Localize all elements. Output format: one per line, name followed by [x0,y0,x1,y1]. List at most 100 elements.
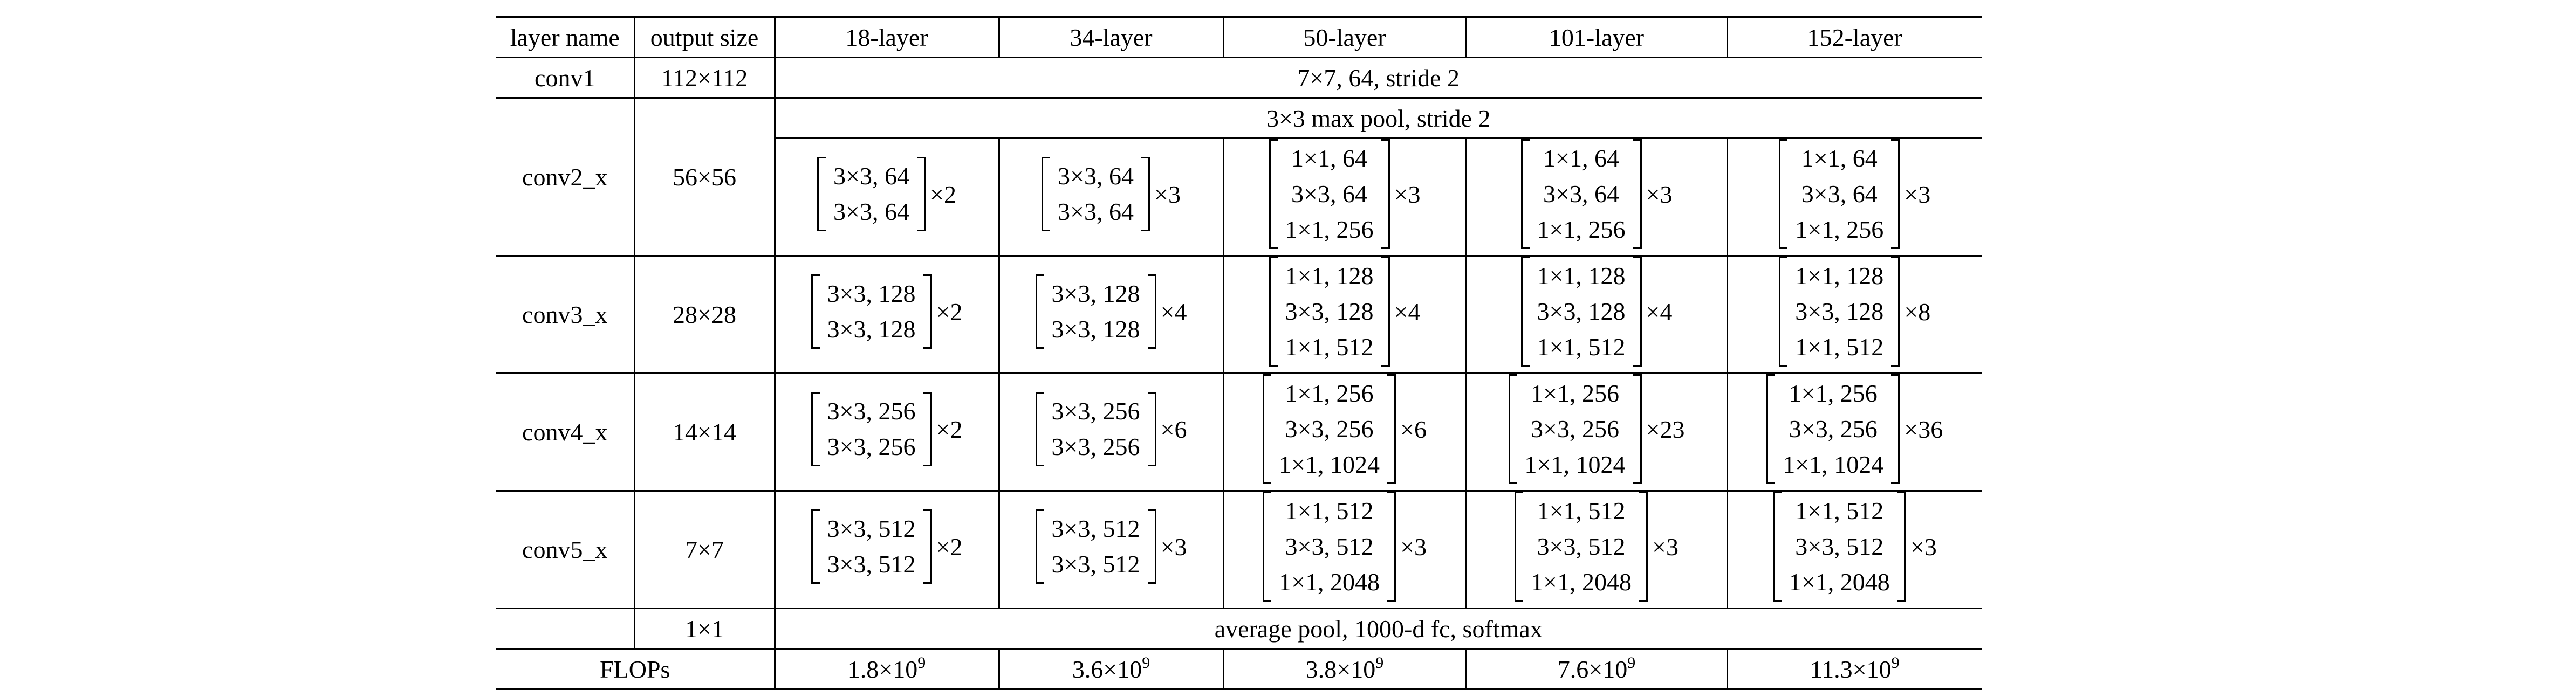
flops-row: FLOPs 1.8×109 3.6×109 3.8×109 7.6×109 11… [496,648,1982,690]
block-multiplier: ×3 [1394,180,1421,208]
block-line: 3×3, 128 [827,280,916,307]
block-multiplier: ×4 [1160,298,1187,326]
layer-name: conv5_x [496,491,635,609]
block-multiplier: ×3 [1904,180,1931,208]
block-lines: 3×3, 256 3×3, 256 [1044,394,1148,465]
block-cell: 1×1, 64 3×3, 64 1×1, 256 ×3 [1223,138,1467,257]
block-lines: 3×3, 512 3×3, 512 [1044,511,1148,582]
left-bracket [1779,139,1788,249]
block-cell: 3×3, 64 3×3, 64 ×3 [999,138,1224,257]
right-bracket [1891,139,1900,249]
header-col: 34-layer [999,16,1224,58]
block-lines: 3×3, 512 3×3, 512 [820,511,923,582]
layer-name: conv3_x [496,256,635,374]
layer-name: conv1 [496,57,635,99]
left-bracket [1772,492,1782,602]
block-lines: 1×1, 512 3×3, 512 1×1, 2048 [1523,493,1639,600]
layer-name-empty [496,608,635,650]
block-line: 3×3, 64 [1801,180,1878,208]
right-bracket [1633,257,1642,367]
block-row: 3×3, 64 3×3, 64 ×2 3×3, 64 3×3, 64 ×3 1×1, 64 3… [496,138,1982,257]
left-bracket [1035,392,1044,466]
block-line: 3×3, 64 [1543,180,1619,208]
block-line: 1×1, 1024 [1279,451,1380,478]
bracketed-block: 1×1, 512 3×3, 512 1×1, 2048 ×3 [1515,492,1678,602]
block-lines: 1×1, 256 3×3, 256 1×1, 1024 [1271,376,1387,482]
block-line: 3×3, 128 [1795,298,1884,325]
bracketed-block: 1×1, 256 3×3, 256 1×1, 1024 ×36 [1766,374,1943,484]
block-cell: 1×1, 128 3×3, 128 1×1, 512 ×8 [1727,256,1982,374]
block-multiplier: ×2 [936,533,963,561]
block-lines: 1×1, 512 3×3, 512 1×1, 2048 [1271,493,1387,600]
block-line: 3×3, 64 [833,162,909,190]
bracketed-block: 3×3, 512 3×3, 512 ×2 [811,509,963,584]
block-line: 1×1, 512 [1537,333,1626,361]
flops-value: 3.8×109 [1223,648,1467,690]
block-line: 3×3, 512 [1051,550,1140,578]
right-bracket [923,509,932,584]
block-lines: 3×3, 256 3×3, 256 [820,394,923,465]
left-bracket [1508,374,1517,484]
header-output-size: output size [634,16,776,58]
maxpool-spec: 3×3 max pool, stride 2 [775,98,1982,139]
block-cell: 1×1, 64 3×3, 64 1×1, 256 ×3 [1466,138,1728,257]
block-multiplier: ×2 [936,415,963,443]
block-cell: 1×1, 512 3×3, 512 1×1, 2048 ×3 [1466,491,1728,609]
block-line: 1×1, 256 [1285,216,1374,243]
output-size: 112×112 [634,57,776,99]
block-line: 1×1, 256 [1285,380,1374,407]
flops-value: 7.6×109 [1466,648,1728,690]
block-lines: 1×1, 128 3×3, 128 1×1, 512 [1278,258,1381,365]
left-bracket [1520,139,1530,249]
block-line: 1×1, 256 [1795,216,1884,243]
bracketed-block: 1×1, 128 3×3, 128 1×1, 512 ×8 [1779,257,1930,367]
left-bracket [811,509,820,584]
block-lines: 3×3, 128 3×3, 128 [820,276,923,347]
output-size: 28×28 [634,256,776,374]
bracketed-block: 3×3, 256 3×3, 256 ×6 [1035,392,1187,466]
bracketed-block: 1×1, 512 3×3, 512 1×1, 2048 ×3 [1772,492,1937,602]
block-line: 3×3, 512 [1795,533,1884,560]
right-bracket [1891,257,1900,367]
avgpool-row: 1×1 average pool, 1000-d fc, softmax [496,608,1982,650]
flops-value: 11.3×109 [1727,648,1982,690]
block-line: 1×1, 64 [1801,144,1878,172]
block-row: conv3_x 28×28 3×3, 128 3×3, 128 ×2 3×3, 128 3×… [496,256,1982,374]
header-layer-name: layer name [496,16,635,58]
block-lines: 1×1, 64 3×3, 64 1×1, 256 [1787,141,1891,247]
block-line: 1×1, 128 [1537,262,1626,289]
block-multiplier: ×8 [1904,298,1931,326]
bracketed-block: 1×1, 128 3×3, 128 1×1, 512 ×4 [1269,257,1420,367]
block-lines: 1×1, 256 3×3, 256 1×1, 1024 [1517,376,1633,482]
block-lines: 3×3, 64 3×3, 64 [1050,158,1141,230]
block-row: conv5_x 7×7 3×3, 512 3×3, 512 ×2 3×3, 512 3×3,… [496,491,1982,609]
block-line: 3×3, 128 [1051,280,1140,307]
block-line: 3×3, 128 [1537,298,1626,325]
bracketed-block: 1×1, 256 3×3, 256 1×1, 1024 ×6 [1263,374,1427,484]
block-line: 3×3, 512 [1537,533,1626,560]
bracketed-block: 1×1, 64 3×3, 64 1×1, 256 ×3 [1779,139,1930,249]
block-line: 3×3, 256 [827,433,916,460]
left-bracket [1263,374,1272,484]
flops-label: FLOPs [496,648,776,690]
block-line: 3×3, 512 [1051,515,1140,542]
bracketed-block: 1×1, 64 3×3, 64 1×1, 256 ×3 [1520,139,1672,249]
right-bracket [1147,274,1156,349]
block-lines: 1×1, 64 3×3, 64 1×1, 256 [1278,141,1381,247]
block-line: 1×1, 1024 [1524,451,1626,478]
block-lines: 1×1, 128 3×3, 128 1×1, 512 [1787,258,1891,365]
block-line: 1×1, 256 [1537,216,1626,243]
header-row: layer name output size 18-layer 34-layer… [496,16,1982,58]
block-multiplier: ×6 [1400,415,1427,443]
left-bracket [1269,139,1278,249]
bracketed-block: 3×3, 64 3×3, 64 ×2 [817,157,956,231]
right-bracket [1633,139,1642,249]
output-size: 56×56 [634,98,776,257]
block-line: 3×3, 128 [827,315,916,343]
block-line: 3×3, 512 [827,515,916,542]
block-lines: 1×1, 256 3×3, 256 1×1, 1024 [1775,376,1891,482]
block-cell: 3×3, 128 3×3, 128 ×4 [999,256,1224,374]
block-line: 3×3, 64 [1291,180,1367,208]
block-line: 3×3, 256 [1051,433,1140,460]
block-multiplier: ×2 [936,298,963,326]
